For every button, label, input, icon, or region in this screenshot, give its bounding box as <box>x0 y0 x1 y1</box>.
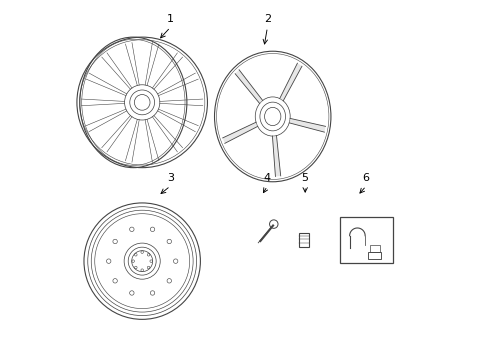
Text: 2: 2 <box>264 14 270 24</box>
Text: 4: 4 <box>264 173 270 183</box>
Text: 1: 1 <box>166 14 174 24</box>
Polygon shape <box>272 136 280 176</box>
Bar <box>339 217 392 263</box>
Text: 6: 6 <box>362 173 369 183</box>
Polygon shape <box>279 63 302 101</box>
Polygon shape <box>288 118 325 132</box>
Polygon shape <box>222 122 257 143</box>
Bar <box>369 245 379 252</box>
Text: 3: 3 <box>166 173 174 183</box>
Text: 5: 5 <box>301 173 308 183</box>
Bar <box>367 252 381 259</box>
Bar <box>298 233 308 247</box>
Polygon shape <box>235 70 262 104</box>
